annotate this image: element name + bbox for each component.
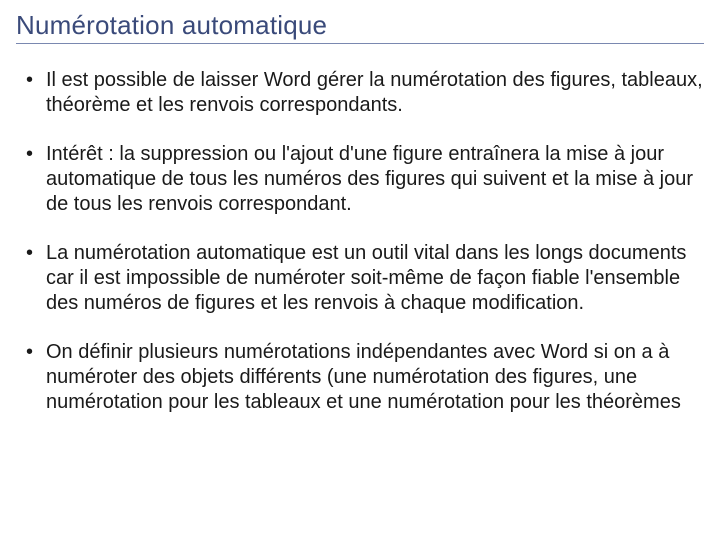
list-item: Il est possible de laisser Word gérer la… [24, 68, 704, 118]
list-item: La numérotation automatique est un outil… [24, 241, 704, 316]
slide-title: Numérotation automatique [16, 10, 704, 44]
list-item: On définir plusieurs numérotations indép… [24, 340, 704, 415]
list-item: Intérêt : la suppression ou l'ajout d'un… [24, 142, 704, 217]
bullet-list: Il est possible de laisser Word gérer la… [16, 68, 704, 415]
